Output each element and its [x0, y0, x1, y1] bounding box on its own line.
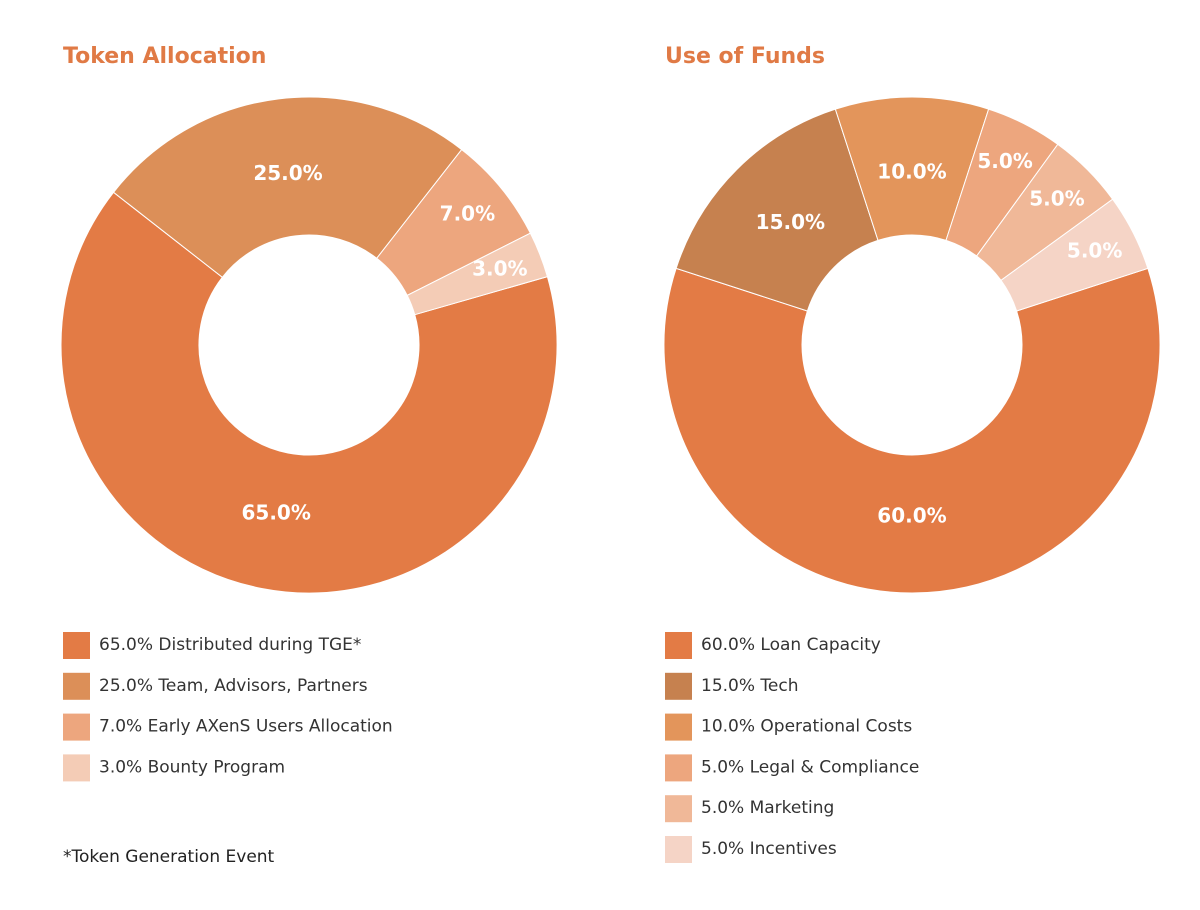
chart-title: Token Allocation — [63, 44, 266, 69]
legend-swatch — [63, 754, 90, 782]
legend-label: 3.0% Bounty Program — [99, 757, 285, 777]
legend-label: 25.0% Team, Advisors, Partners — [99, 676, 368, 696]
footnote: *Token Generation Event — [63, 847, 275, 867]
legend-swatch — [665, 713, 692, 741]
data-label: 10.0% — [877, 160, 946, 184]
legend-label: 65.0% Distributed during TGE* — [99, 635, 361, 655]
legend-swatch — [665, 795, 692, 823]
legend-label: 5.0% Legal & Compliance — [701, 757, 919, 777]
legend-label: 10.0% Operational Costs — [701, 717, 912, 737]
data-label: 25.0% — [253, 161, 322, 185]
legend-swatch — [665, 632, 692, 659]
legend-label: 5.0% Incentives — [701, 839, 837, 859]
donut-slice — [112, 96, 463, 278]
data-label: 65.0% — [241, 500, 310, 524]
donut-slice — [675, 108, 879, 312]
data-label: 15.0% — [756, 210, 825, 234]
data-label: 5.0% — [1029, 187, 1084, 211]
legend-label: 7.0% Early AXenS Users Allocation — [99, 717, 393, 737]
legend-swatch — [665, 836, 692, 863]
legend-swatch — [63, 713, 90, 741]
donut-slice — [663, 267, 1161, 594]
donut-slice — [406, 232, 549, 316]
legend-swatch — [665, 672, 692, 700]
donut-slice — [1000, 198, 1149, 312]
legend-label: 60.0% Loan Capacity — [701, 635, 881, 655]
chart-title: Use of Funds — [665, 44, 825, 69]
legend-swatch — [63, 672, 90, 700]
legend-swatch — [63, 632, 90, 659]
data-label: 3.0% — [472, 257, 527, 281]
data-label: 60.0% — [877, 504, 946, 528]
legend-label: 5.0% Marketing — [701, 798, 834, 818]
donut-slice — [60, 191, 558, 594]
legend-label: 15.0% Tech — [701, 676, 798, 696]
legend-swatch — [665, 754, 692, 782]
data-label: 5.0% — [1067, 238, 1122, 262]
data-label: 5.0% — [977, 149, 1032, 173]
data-label: 7.0% — [440, 201, 495, 225]
